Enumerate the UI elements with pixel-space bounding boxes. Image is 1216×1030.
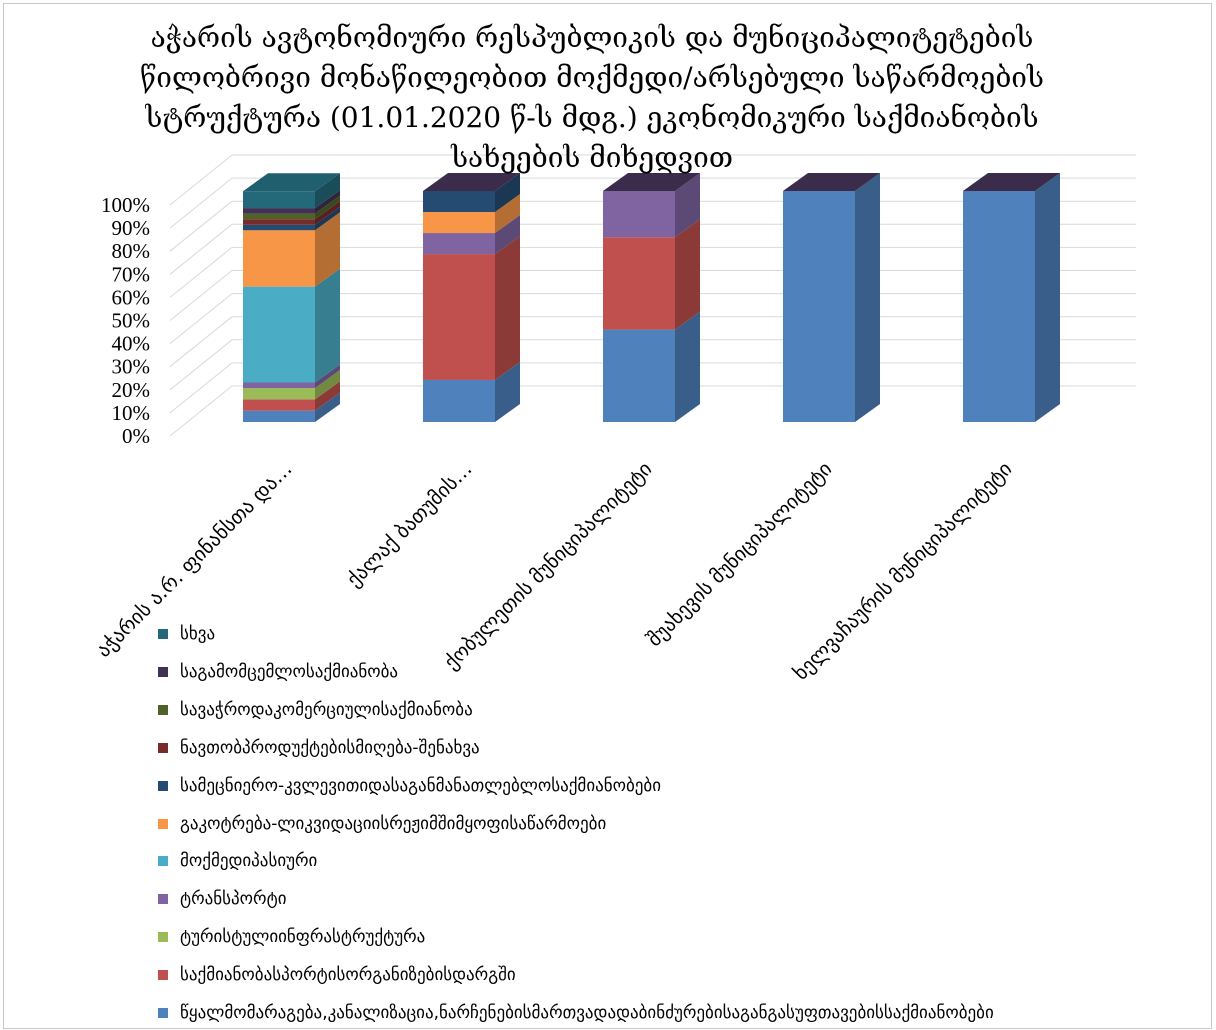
bar-segment-side [855, 173, 880, 422]
bar-segment [243, 388, 315, 400]
bar-segment-side [315, 370, 340, 400]
side-wall-gridline [169, 270, 233, 321]
bar-segment [423, 212, 495, 234]
bar-segment-side [675, 219, 700, 330]
y-tick-label: 90% [112, 216, 151, 240]
bar-segment-side [315, 212, 340, 287]
bar-segment [423, 233, 495, 255]
bar-segment-side [315, 195, 340, 220]
side-wall-gridline [169, 362, 233, 414]
chart-title-line: სტრუქტურა (01.01.2020 წ-ს მდგ.) ეკონომიკ… [145, 101, 1039, 134]
bar-segment [243, 410, 315, 422]
bar-segment-side [315, 392, 340, 422]
bar-stack [963, 173, 1060, 422]
chart-area [3, 3, 1212, 1029]
bar-top [603, 173, 700, 191]
side-wall-gridline [169, 223, 233, 275]
side-wall-gridline [169, 316, 233, 368]
x-tick-label: ქობულეთის მუნიციპალიტეტი [439, 457, 656, 674]
x-tick-label: ქალაქ ბათუმის… [342, 457, 477, 592]
bar-segment-side [315, 268, 340, 383]
y-tick-label: 60% [112, 285, 151, 309]
chart-title: აჭარის ავტონომიური რესპუბლიკის და მუნიცი… [72, 18, 1112, 178]
bars [243, 173, 1060, 422]
y-tick-label: 10% [112, 401, 151, 425]
x-tick-label: ხელვაჩაურის მუნიციპალიტეტი [788, 457, 1016, 685]
bar-segment-side [315, 173, 340, 209]
bar-segment [783, 191, 855, 422]
y-tick-label: 100% [101, 193, 150, 217]
bar-segment-side [315, 381, 340, 411]
bar-segment [603, 237, 675, 330]
bar-segment [423, 254, 495, 380]
bar-segment [243, 208, 315, 214]
side-wall-gridline [169, 339, 233, 391]
y-tick-label: 0% [122, 424, 150, 448]
side-wall-gridline [169, 385, 233, 437]
chart-title-line: წილობრივი მონაწილეობით მოქმედი/არსებული … [140, 61, 1044, 94]
bar-segment-side [315, 364, 340, 389]
bar-segment-side [495, 194, 520, 234]
side-wall-gridline [169, 293, 233, 344]
y-tick-label: 20% [112, 378, 151, 402]
bar-segment [243, 230, 315, 287]
bar-stack [423, 173, 520, 422]
x-axis: აჭარის ა.რ. ფინანსთა და… ქალაქ ბათუმის…ქო… [91, 457, 1016, 685]
bar-top [963, 173, 1060, 191]
bar-segment-side [1035, 173, 1060, 422]
bar-stack [243, 173, 340, 422]
bar-segment-side [315, 190, 340, 214]
bar-top [423, 173, 520, 191]
bar-segment [243, 286, 315, 383]
chart-title-line: აჭარის ავტონომიური რესპუბლიკის და მუნიცი… [150, 21, 1034, 54]
bar-segment [243, 382, 315, 389]
bar-segment [603, 191, 675, 238]
bar-segment [243, 191, 315, 209]
bar-segment-side [495, 361, 520, 422]
bar-segment-side [675, 173, 700, 238]
side-wall-gridline [169, 247, 233, 298]
y-tick-label: 40% [112, 332, 151, 356]
bar-segment-side [495, 173, 520, 213]
side-wall-gridline [169, 177, 233, 229]
bar-segment-side [315, 201, 340, 225]
bar-segment-side [495, 236, 520, 380]
side-wall-gridline [169, 154, 233, 206]
bar-segment [423, 379, 495, 422]
x-tick-label: აჭარის ა.რ. ფინანსთა და… [91, 457, 296, 662]
y-tick-label: 50% [112, 309, 151, 333]
x-tick-label: შუახევის მუნიციპალიტეტი [642, 457, 837, 652]
bar-segment-side [675, 311, 700, 422]
bar-segment [423, 191, 495, 213]
bar-top [243, 173, 340, 192]
bar-stack [603, 173, 700, 422]
bar-segment [243, 224, 315, 231]
bar-segment [603, 329, 675, 422]
y-tick-label: 30% [112, 355, 151, 379]
side-wall-gridline [169, 200, 233, 252]
bar-segment-side [495, 215, 520, 255]
bar-segment [243, 213, 315, 220]
y-tick-label: 80% [112, 239, 151, 263]
chart-title-line: სახეების მიხედვით [451, 141, 733, 174]
y-axis: 0%10%20%30%40%50%60%70%80%90%100% [101, 193, 150, 448]
bar-top [783, 173, 880, 191]
bar-stack [783, 173, 880, 422]
y-tick-label: 70% [112, 262, 151, 286]
bar-segment-side [315, 206, 340, 231]
bar-segment [243, 399, 315, 411]
bar-segment [243, 219, 315, 225]
bar-segment [963, 191, 1035, 422]
